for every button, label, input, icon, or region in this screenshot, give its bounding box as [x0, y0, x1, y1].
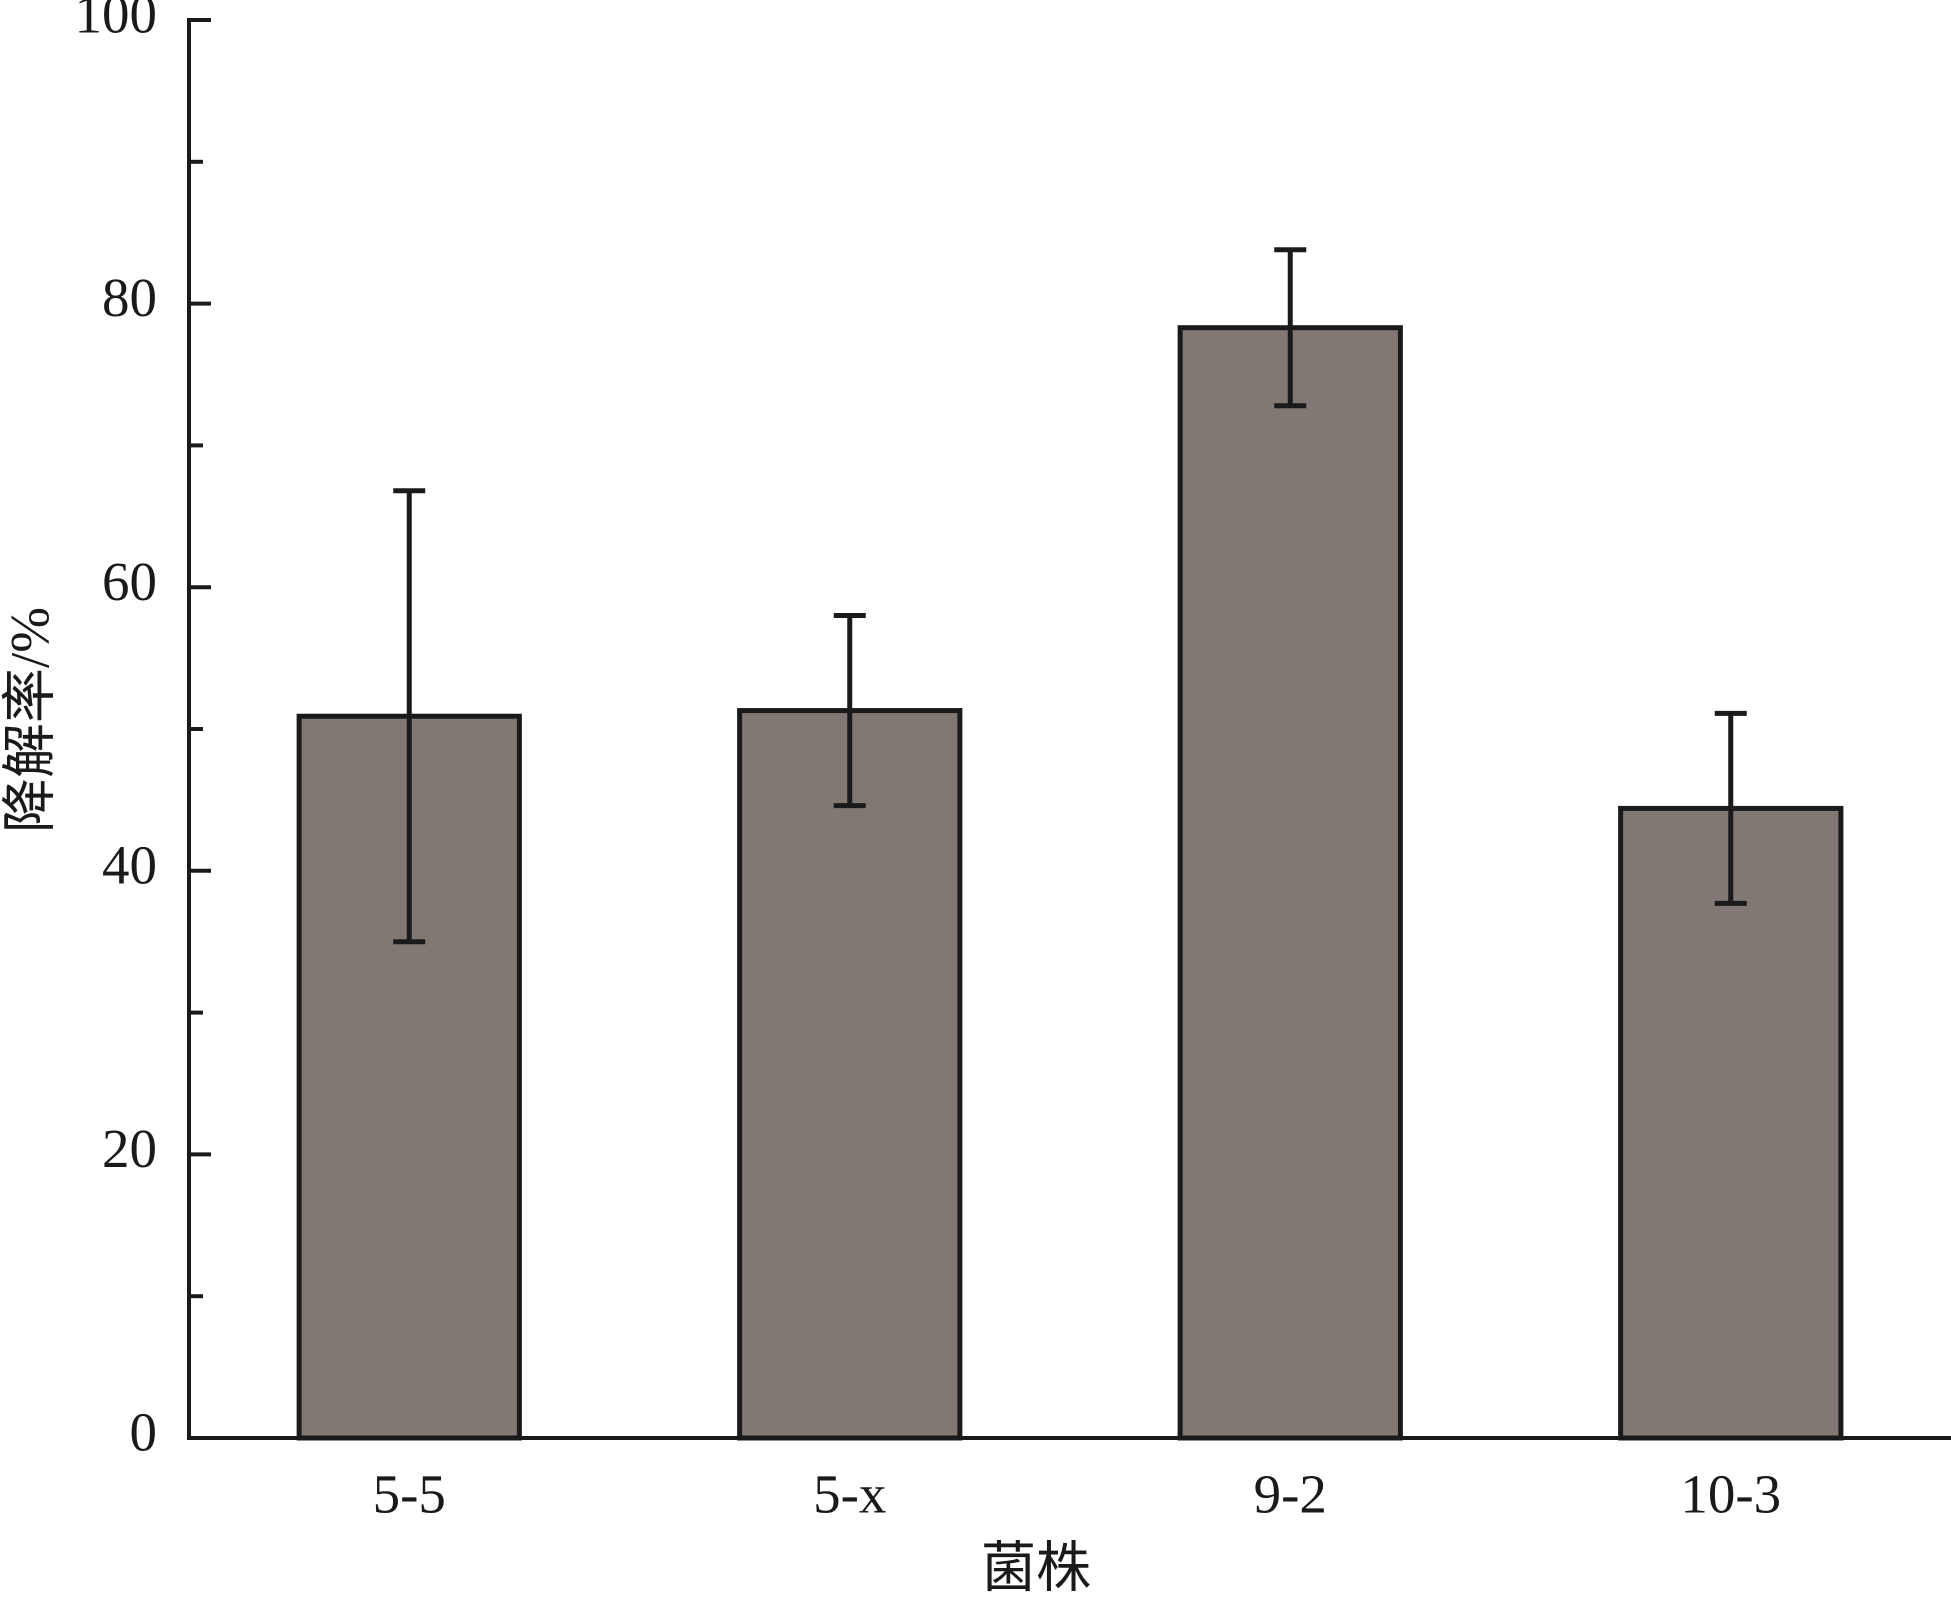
x-tick-label: 9-2	[1254, 1464, 1327, 1525]
x-tick-label: 5-5	[373, 1464, 446, 1525]
y-tick-label: 80	[102, 267, 157, 328]
bar	[1618, 805, 1844, 1441]
y-tick-label: 0	[130, 1402, 158, 1463]
bar	[1177, 325, 1403, 1441]
x-tick-label: 5-x	[813, 1464, 886, 1525]
bar	[737, 708, 963, 1441]
y-axis-title: 降解率/%	[0, 607, 61, 833]
y-tick-label: 100	[75, 0, 158, 45]
x-tick-label: 10-3	[1680, 1464, 1781, 1525]
x-axis-title: 菌株	[981, 1538, 1091, 1599]
error-bar	[1274, 247, 1307, 409]
error-bar	[833, 613, 866, 809]
y-tick-label: 60	[102, 551, 157, 612]
y-tick-label: 40	[102, 834, 157, 895]
error-bar	[393, 488, 426, 945]
y-tick-label: 20	[102, 1118, 157, 1179]
error-bar	[1714, 710, 1747, 906]
